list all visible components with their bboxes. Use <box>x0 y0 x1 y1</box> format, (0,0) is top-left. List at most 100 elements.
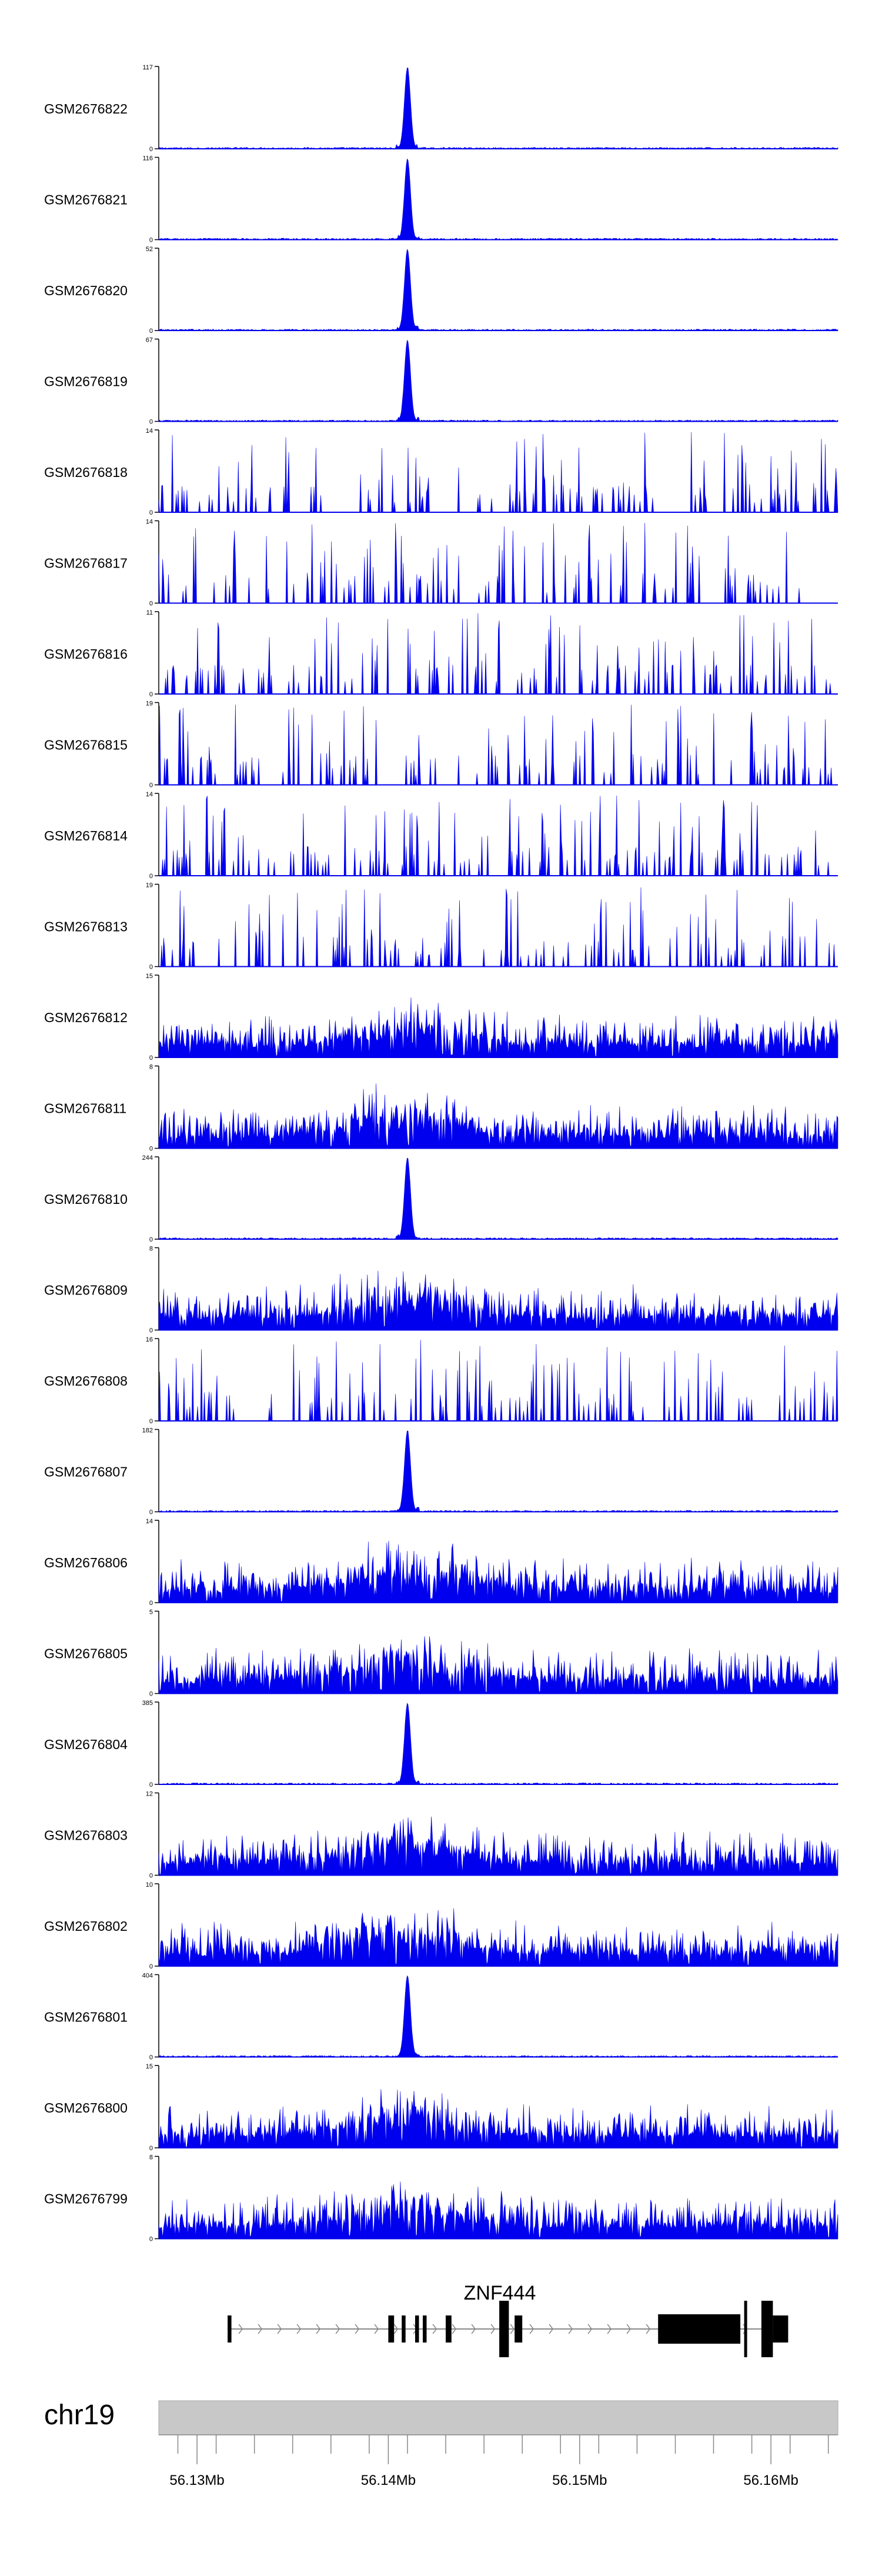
strand-arrow <box>568 2324 573 2334</box>
strand-arrow <box>296 2324 302 2334</box>
track-label: GSM2676816 <box>44 646 128 662</box>
y-min-label: 0 <box>149 1873 153 1880</box>
y-min-label: 0 <box>149 1055 153 1062</box>
y-min-label: 0 <box>149 1327 153 1334</box>
track-label: GSM2676820 <box>44 283 128 298</box>
y-min-label: 0 <box>149 2054 153 2061</box>
y-max-label: 404 <box>142 1973 153 1980</box>
signal-area <box>158 1270 838 1330</box>
track-GSM2676800: GSM2676800 15 0 <box>44 2063 838 2152</box>
track-label: GSM2676804 <box>44 1737 128 1752</box>
y-min-label: 0 <box>149 1963 153 1970</box>
track-GSM2676803: GSM2676803 12 0 <box>44 1791 838 1880</box>
track-GSM2676808: GSM2676808 16 0 <box>44 1336 838 1425</box>
strand-arrow <box>549 2324 554 2334</box>
track-GSM2676817: GSM2676817 14 0 <box>44 519 838 608</box>
y-min-label: 0 <box>149 964 153 971</box>
strand-arrow <box>335 2324 340 2334</box>
y-max-label: 67 <box>146 337 153 344</box>
strand-arrow <box>238 2324 243 2334</box>
track-GSM2676807: GSM2676807 182 0 <box>44 1427 838 1516</box>
y-min-label: 0 <box>149 509 153 516</box>
track-label: GSM2676799 <box>44 2191 128 2207</box>
gene-exon <box>658 2314 741 2344</box>
signal-area <box>158 1540 838 1603</box>
gene-exon <box>415 2315 419 2343</box>
y-min-label: 0 <box>149 782 153 789</box>
y-min-label: 0 <box>149 1781 153 1788</box>
track-GSM2676810: GSM2676810 244 0 <box>44 1154 838 1243</box>
y-min-label: 0 <box>149 146 153 153</box>
signal-area <box>158 158 838 240</box>
track-GSM2676801: GSM2676801 404 0 <box>44 1973 838 2061</box>
track-GSM2676806: GSM2676806 14 0 <box>44 1518 838 1607</box>
signal-area <box>158 1340 838 1422</box>
y-max-label: 8 <box>149 1246 153 1253</box>
strand-arrow <box>471 2324 476 2334</box>
y-max-label: 15 <box>146 973 153 980</box>
y-min-label: 0 <box>149 2236 153 2243</box>
gene-exon <box>423 2315 427 2343</box>
signal-area <box>159 887 838 967</box>
track-label: GSM2676813 <box>44 919 128 935</box>
strand-arrow <box>510 2324 515 2334</box>
gene-exon <box>402 2315 406 2343</box>
track-label: GSM2676812 <box>44 1010 128 1025</box>
y-max-label: 117 <box>142 64 153 71</box>
track-GSM2676815: GSM2676815 19 0 <box>44 700 838 789</box>
track-GSM2676809: GSM2676809 8 0 <box>44 1246 838 1334</box>
signal-area <box>158 997 838 1058</box>
track-label: GSM2676800 <box>44 2100 128 2115</box>
x-tick-label: 56.14Mb <box>361 2472 416 2488</box>
signal-area <box>159 795 838 876</box>
y-min-label: 0 <box>149 600 153 608</box>
x-tick-label: 56.15Mb <box>552 2472 607 2488</box>
y-max-label: 14 <box>146 428 153 435</box>
y-max-label: 14 <box>146 791 153 798</box>
track-label: GSM2676809 <box>44 1283 128 1298</box>
signal-area <box>158 432 838 513</box>
track-GSM2676819: GSM2676819 67 0 <box>44 337 838 426</box>
track-label: GSM2676811 <box>44 1101 126 1116</box>
y-max-label: 15 <box>146 2063 153 2070</box>
gene-exon <box>744 2301 747 2357</box>
track-label: GSM2676818 <box>44 465 128 480</box>
chromosome-ideogram-track: chr19 <box>44 2400 838 2435</box>
track-GSM2676802: GSM2676802 10 0 <box>44 1881 838 1970</box>
strand-arrow <box>529 2324 534 2334</box>
track-GSM2676814: GSM2676814 14 0 <box>44 791 838 880</box>
strand-arrow <box>432 2324 437 2334</box>
signal-tracks: GSM26768221170GSM26768211160GSM267682052… <box>44 64 838 2243</box>
gene-exon <box>499 2301 509 2357</box>
ideogram-band <box>158 2400 838 2435</box>
track-GSM2676822: GSM2676822 117 0 <box>44 64 838 153</box>
track-label: GSM2676822 <box>44 101 128 116</box>
track-label: GSM2676817 <box>44 556 128 571</box>
strand-arrow <box>452 2324 457 2334</box>
signal-area <box>158 1636 838 1694</box>
strand-arrow <box>646 2324 651 2334</box>
y-max-label: 19 <box>146 882 153 889</box>
strand-arrow <box>626 2324 632 2334</box>
strand-arrow <box>258 2324 263 2334</box>
chromosome-label: chr19 <box>44 2400 115 2431</box>
gene-exon <box>773 2315 789 2343</box>
track-label: GSM2676808 <box>44 1373 128 1389</box>
y-min-label: 0 <box>149 1691 153 1698</box>
y-max-label: 116 <box>142 155 153 162</box>
track-label: GSM2676814 <box>44 828 128 843</box>
y-max-label: 244 <box>142 1154 153 1162</box>
gene-exon <box>761 2301 773 2357</box>
strand-arrow <box>607 2324 612 2334</box>
signal-area <box>158 339 838 422</box>
track-label: GSM2676807 <box>44 1464 128 1480</box>
y-max-label: 5 <box>149 1609 153 1616</box>
signal-area <box>158 1430 838 1512</box>
y-min-label: 0 <box>149 1146 153 1153</box>
track-GSM2676799: GSM2676799 8 0 <box>44 2154 838 2243</box>
gene-exon <box>514 2315 523 2343</box>
strand-arrow <box>490 2324 496 2334</box>
x-tick-label: 56.13Mb <box>169 2472 224 2488</box>
gene-model-track: ZNF444 <box>228 2282 789 2357</box>
